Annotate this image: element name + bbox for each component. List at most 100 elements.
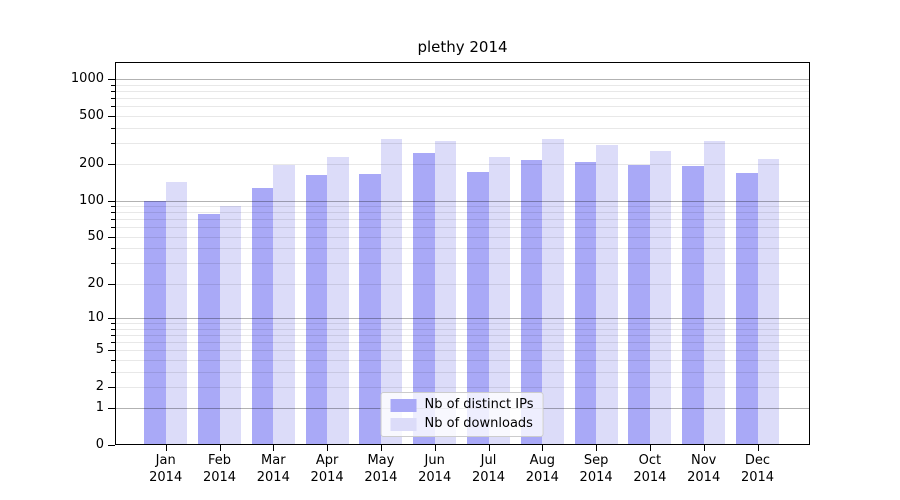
y-tick-5 xyxy=(108,350,115,352)
x-tick-label-jul: Jul 2014 xyxy=(471,453,506,485)
bar-may-distinct-ips xyxy=(359,173,381,445)
x-tick-may xyxy=(380,445,382,451)
bar-dec-distinct-ips xyxy=(736,173,758,445)
y-tick-label-20: 20 xyxy=(87,275,104,291)
gridline-7 xyxy=(115,334,810,336)
grid-layer xyxy=(115,62,810,445)
legend-swatch-distinct-ips xyxy=(390,398,417,412)
y-minortick-30 xyxy=(111,263,115,265)
y-tick-label-100: 100 xyxy=(79,192,104,208)
x-tick-label-nov: Nov 2014 xyxy=(687,453,721,485)
gridline-4 xyxy=(115,359,810,361)
chart-title: plethy 2014 xyxy=(417,38,508,56)
gridline-6 xyxy=(115,342,810,344)
x-tick-oct xyxy=(649,445,651,451)
bar-jan-downloads xyxy=(165,182,188,445)
bar-nov-distinct-ips xyxy=(682,165,704,445)
gridline-600 xyxy=(115,106,810,108)
gridline-40 xyxy=(115,248,810,250)
y-tick-label-5: 5 xyxy=(95,342,104,358)
y-tick-20 xyxy=(108,283,115,285)
bar-dec-downloads xyxy=(757,159,779,445)
gridline-700 xyxy=(115,98,810,100)
y-tick-label-1: 1 xyxy=(95,400,104,416)
gridline-2 xyxy=(115,386,810,388)
y-minortick-70 xyxy=(111,219,115,221)
x-tick-dec xyxy=(757,445,759,451)
y-tick-0 xyxy=(108,445,115,446)
y-minortick-6 xyxy=(111,342,115,344)
gridline-900 xyxy=(115,84,810,86)
bar-apr-distinct-ips xyxy=(305,174,328,445)
y-tick-label-10: 10 xyxy=(87,310,104,326)
bar-mar-distinct-ips xyxy=(251,187,274,445)
x-tick-jan xyxy=(165,445,167,451)
legend-label-downloads: Nb of downloads xyxy=(424,416,533,431)
x-tick-label-oct: Oct 2014 xyxy=(633,453,667,485)
bar-jun-distinct-ips xyxy=(413,153,435,445)
x-tick-label-dec: Dec 2014 xyxy=(740,453,775,485)
x-tick-apr xyxy=(327,445,329,451)
y-tick-label-1000: 1000 xyxy=(70,71,104,87)
bar-aug-distinct-ips xyxy=(520,160,543,445)
x-tick-jul xyxy=(488,445,490,451)
gridline-800 xyxy=(115,91,810,93)
gridline-10 xyxy=(115,318,810,320)
gridline-3 xyxy=(115,371,810,373)
x-tick-aug xyxy=(542,445,544,451)
gridline-50 xyxy=(115,236,810,238)
bar-may-downloads xyxy=(380,139,403,445)
y-tick-label-2: 2 xyxy=(95,378,104,394)
gridline-70 xyxy=(115,219,810,221)
x-tick-label-apr: Apr 2014 xyxy=(310,453,344,485)
y-tick-1000 xyxy=(108,79,115,81)
gridline-300 xyxy=(115,142,810,144)
y-minortick-9 xyxy=(111,323,115,325)
y-tick-100 xyxy=(108,200,115,202)
bar-aug-downloads xyxy=(542,138,564,445)
x-tick-label-jun: Jun 2014 xyxy=(418,453,452,485)
y-tick-label-200: 200 xyxy=(79,156,104,172)
gridline-8 xyxy=(115,328,810,330)
y-minortick-700 xyxy=(111,98,115,100)
y-minortick-40 xyxy=(111,248,115,250)
y-tick-2 xyxy=(108,386,115,388)
legend-item-distinct-ips: Nb of distinct IPs xyxy=(390,397,533,413)
bar-nov-downloads xyxy=(703,140,726,445)
bars-layer xyxy=(115,62,810,445)
bar-feb-downloads xyxy=(219,206,241,445)
x-tick-label-may: May 2014 xyxy=(364,453,398,485)
x-tick-jun xyxy=(434,445,436,451)
y-tick-50 xyxy=(108,236,115,238)
legend-item-downloads: Nb of downloads xyxy=(390,416,534,432)
y-minortick-4 xyxy=(111,359,115,361)
y-minortick-400 xyxy=(111,127,115,129)
y-minortick-60 xyxy=(111,227,115,229)
x-tick-label-jan: Jan 2014 xyxy=(149,453,183,485)
bar-jun-downloads xyxy=(434,140,457,445)
y-minortick-3 xyxy=(111,371,115,373)
gridline-60 xyxy=(115,227,810,229)
y-tick-200 xyxy=(108,164,115,166)
y-tick-1 xyxy=(108,408,115,410)
gridline-90 xyxy=(115,206,810,208)
gridline-1000 xyxy=(115,79,810,81)
y-minortick-80 xyxy=(111,212,115,214)
y-tick-label-0: 0 xyxy=(95,437,104,452)
y-minortick-7 xyxy=(111,334,115,336)
x-tick-label-feb: Feb 2014 xyxy=(202,453,237,485)
gridline-500 xyxy=(115,116,810,118)
y-tick-label-50: 50 xyxy=(87,228,104,244)
x-tick-label-mar: Mar 2014 xyxy=(256,453,290,485)
x-tick-feb xyxy=(219,445,221,451)
bar-oct-downloads xyxy=(649,151,672,445)
gridline-400 xyxy=(115,127,810,129)
gridline-80 xyxy=(115,212,810,214)
x-tick-label-aug: Aug 2014 xyxy=(525,453,559,485)
y-minortick-600 xyxy=(111,106,115,108)
y-minortick-800 xyxy=(111,91,115,93)
gridline-20 xyxy=(115,283,810,285)
bar-feb-distinct-ips xyxy=(198,214,220,445)
bar-apr-downloads xyxy=(327,157,349,445)
